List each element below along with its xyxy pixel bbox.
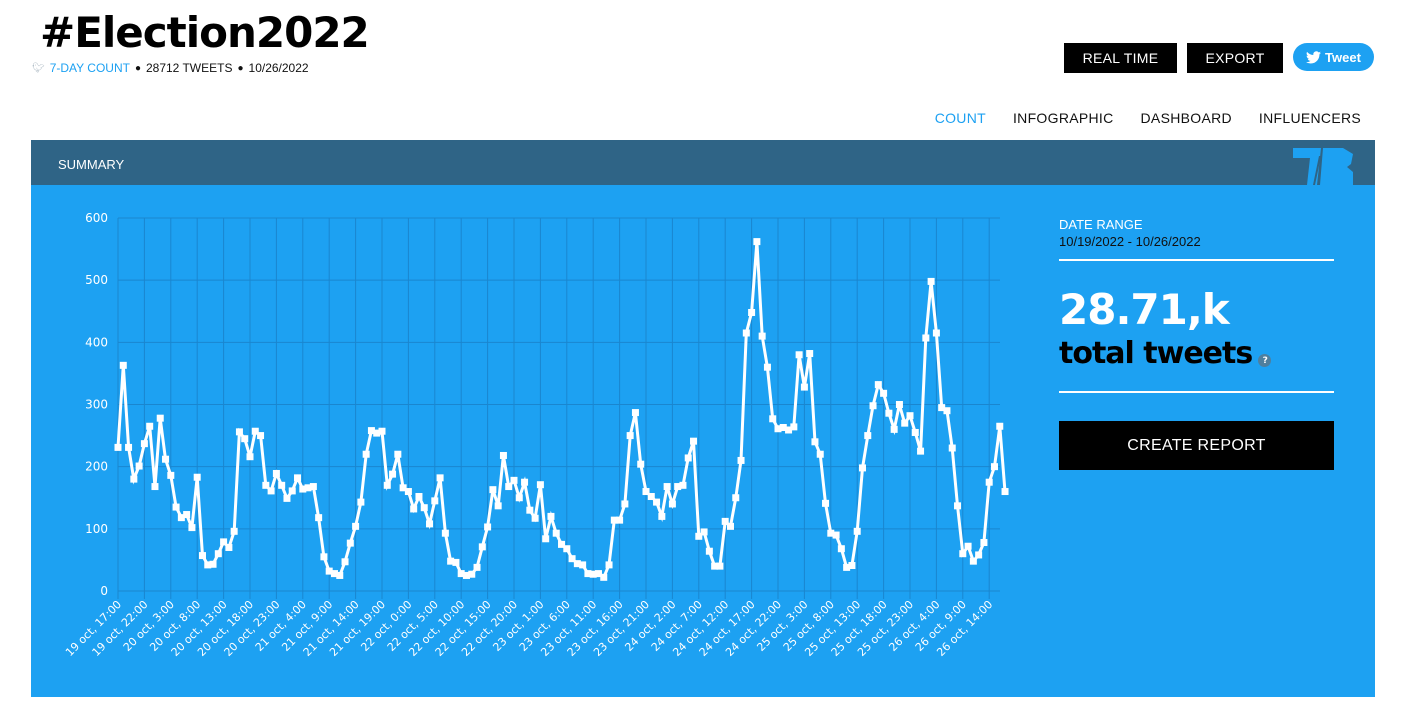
date-range-value: 10/19/2022 - 10/26/2022 xyxy=(1059,234,1201,249)
help-icon[interactable]: ? xyxy=(1258,354,1272,367)
nav-dashboard[interactable]: DASHBOARD xyxy=(1140,110,1232,126)
summary-sidebar: DATE RANGE 10/19/2022 - 10/26/2022 28.71… xyxy=(1059,217,1334,470)
header-meta: 🐦︎ 7-DAY COUNT ● 28712 TWEETS ● 10/26/20… xyxy=(32,61,309,75)
total-tweets-label-row: total tweets ? xyxy=(1059,336,1334,371)
nav-influencers[interactable]: INFLUENCERS xyxy=(1258,110,1361,126)
divider xyxy=(1059,259,1334,261)
svg-text:100: 100 xyxy=(85,522,108,536)
separator-dot: ● xyxy=(134,62,141,74)
summary-panel: 0 100 200 300 400 500 600 19 oct, 17:00 19 oct, … xyxy=(31,185,1375,697)
svg-text:500: 500 xyxy=(85,273,108,287)
divider xyxy=(1059,391,1334,393)
svg-text:400: 400 xyxy=(85,335,108,349)
svg-text:0: 0 xyxy=(100,584,108,598)
real-time-button[interactable]: REAL TIME xyxy=(1064,43,1177,73)
svg-text:200: 200 xyxy=(85,460,108,474)
header-date: 10/26/2022 xyxy=(248,61,309,75)
summary-bar: SUMMARY xyxy=(31,140,1375,185)
svg-text:600: 600 xyxy=(85,211,108,225)
date-range-label: DATE RANGE xyxy=(1059,217,1143,232)
export-button[interactable]: EXPORT xyxy=(1187,43,1283,73)
svg-text:300: 300 xyxy=(85,398,108,412)
nav-infographic[interactable]: INFOGRAPHIC xyxy=(1012,110,1114,126)
tweet-label: Tweet xyxy=(1325,49,1361,65)
summary-label: SUMMARY xyxy=(58,157,125,172)
tweet-count: 28712 TWEETS xyxy=(145,61,233,75)
seven-day-count-link[interactable]: 7-DAY COUNT xyxy=(49,61,130,75)
tb-logo-icon xyxy=(1293,148,1353,185)
main-nav: COUNT INFOGRAPHIC DASHBOARD INFLUENCERS xyxy=(935,110,1361,126)
total-tweets-label: total tweets xyxy=(1059,336,1253,371)
nav-count[interactable]: COUNT xyxy=(934,110,986,126)
create-report-button[interactable]: CREATE REPORT xyxy=(1059,421,1334,470)
twitter-bird-icon: 🐦︎ xyxy=(32,62,45,74)
twitter-bird-icon xyxy=(1306,50,1322,63)
total-tweets-value: 28.71,k xyxy=(1059,285,1230,334)
tweet-button[interactable]: Tweet xyxy=(1293,43,1374,71)
separator-dot: ● xyxy=(237,62,244,74)
page-title: #Election2022 xyxy=(40,8,370,57)
